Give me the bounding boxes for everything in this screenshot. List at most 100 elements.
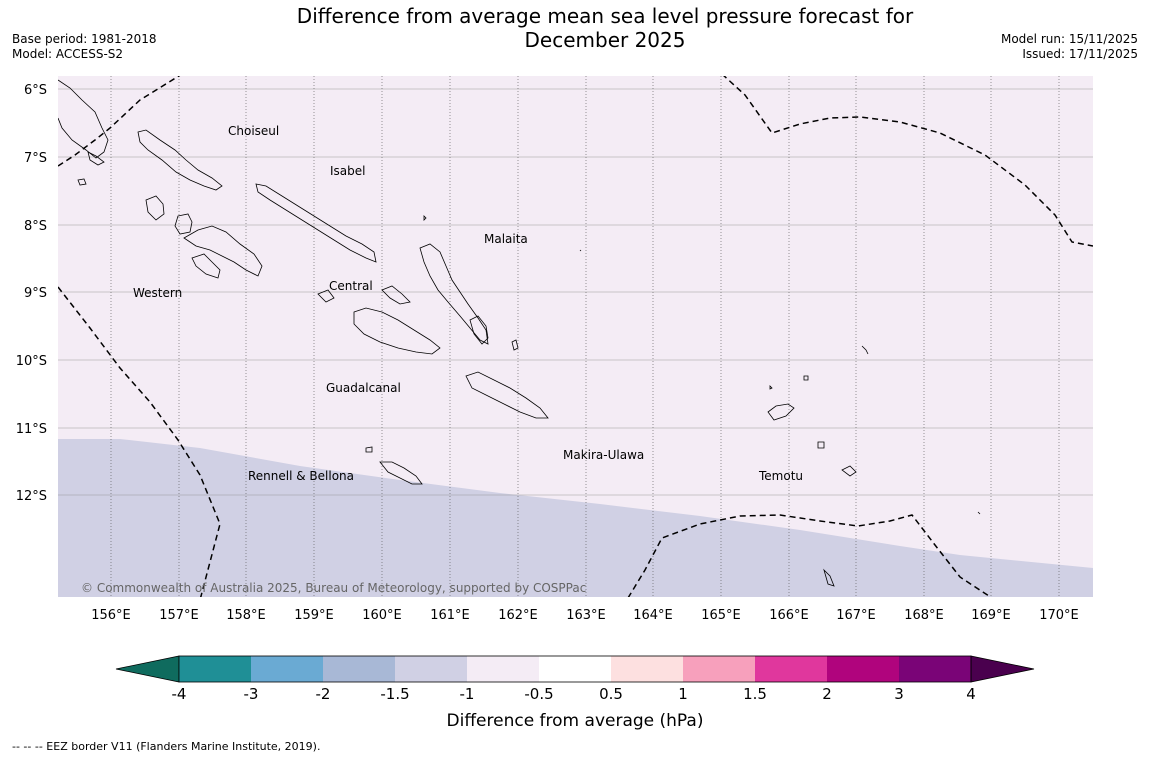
latitude-gridlines [58,88,1093,496]
meta-left: Base period: 1981-2018 Model: ACCESS-S2 [12,32,157,62]
coast-bellona [365,446,373,453]
coast-choiseul [137,129,223,191]
province-label: Guadalcanal [326,381,401,395]
province-label: Choiseul [228,124,279,138]
colorbar-segment [755,656,827,682]
colorbar-tick: 1 [678,685,688,703]
province-label: Isabel [330,164,365,178]
province-label: Temotu [758,469,803,483]
coast-bougainville-tip [87,151,105,166]
title-line-1: Difference from average mean sea level p… [296,4,914,28]
colorbar-segment [611,656,683,682]
colorbar-segment [899,656,971,682]
lat-label: 12°S [16,489,47,504]
coast-russell [317,289,335,303]
lat-label: 9°S [24,286,47,301]
coastlines [58,79,981,587]
coast-small-malaita [469,315,489,345]
coast-rennell [379,461,423,485]
province-label: Malaita [484,232,528,246]
colorbar-tick: 4 [966,685,976,703]
coast-guadalcanal [353,307,441,355]
coast-new-georgia [183,225,263,277]
lon-label: 164°E [633,608,673,623]
colorbar-extend-low [115,655,180,683]
province-label: Makira-Ulawa [563,448,644,462]
coast-reef-islands [803,375,809,381]
lon-label: 163°E [566,608,606,623]
colorbar-tick: -0.5 [524,685,553,703]
lon-label: 168°E [904,608,944,623]
colorbar-segment [251,656,323,682]
colorbar-tick: 0.5 [599,685,623,703]
coast-makira [465,371,549,419]
coast-kolombangara [174,213,193,235]
coast-vangunu [191,253,221,279]
model-run: Model run: 15/11/2025 [1000,32,1138,46]
issued-date: Issued: 17/11/2025 [1022,47,1138,61]
coast-islet-1 [423,215,427,221]
eez-borders [58,76,1093,597]
coast-ulawa [511,339,519,351]
colorbar-tick: -1.5 [380,685,409,703]
lon-label: 159°E [294,608,334,623]
meta-right: Model run: 15/11/2025 Issued: 17/11/2025 [1001,32,1138,62]
coast-islet-4 [769,385,773,390]
colorbar-tick: -2 [316,685,331,703]
lon-label: 169°E [971,608,1011,623]
lon-label: 165°E [701,608,741,623]
coast-bougainville [58,79,109,159]
coast-nendo [767,403,795,421]
coast-islet-3 [977,511,981,515]
base-period: Base period: 1981-2018 [12,32,157,46]
colorbar-segment [395,656,467,682]
colorbar-segment [827,656,899,682]
chart-title: Difference from average mean sea level p… [250,4,960,52]
lon-label: 170°E [1039,608,1079,623]
province-label: Western [133,286,182,300]
eez-footnote: -- -- -- EEZ border V11 (Flanders Marine… [12,740,321,753]
colorbar-label: Difference from average (hPa) [447,711,704,731]
colorbar-tick: -1 [460,685,475,703]
province-label: Central [329,279,373,293]
lon-label: 158°E [226,608,266,623]
coast-utupua [817,441,825,449]
longitude-labels: 156°E 157°E 158°E 159°E 160°E 161°E 162°… [91,608,1079,623]
colorbar-segment [467,656,539,682]
colorbar-tick: 2 [822,685,832,703]
copyright-notice: © Commonwealth of Australia 2025, Bureau… [81,581,586,595]
model-name: Model: ACCESS-S2 [12,47,124,61]
lon-label: 166°E [769,608,809,623]
colorbar-segment [179,656,251,682]
colorbar-tick: 1.5 [743,685,767,703]
colorbar: -4 -3 -2 -1.5 -1 -0.5 0.5 1 1.5 2 3 4 Di… [115,655,1035,731]
lon-label: 157°E [159,608,199,623]
province-label: Rennell & Bellona [248,469,354,483]
lon-label: 160°E [362,608,402,623]
title-line-2: December 2025 [524,28,686,52]
colorbar-tick: -3 [244,685,259,703]
coast-islet-2 [579,249,582,252]
colorbar-tick: 3 [894,685,904,703]
colorbar-frame [178,655,972,683]
coast-isabel [255,183,377,263]
lat-label: 10°S [16,354,47,369]
province-labels: Choiseul Isabel Malaita Western Central … [133,124,803,483]
coast-shortlands [77,178,87,186]
colorbar-segment [323,656,395,682]
lat-label: 7°S [24,151,47,166]
lat-label: 6°S [24,83,47,98]
eez-border-png [58,76,181,167]
lon-label: 162°E [498,608,538,623]
map-area: © Commonwealth of Australia 2025, Bureau… [58,76,1093,597]
anomaly-fill-south [58,439,1093,597]
lon-label: 167°E [836,608,876,623]
colorbar-tick: -4 [172,685,187,703]
coast-vanikoro [841,465,857,477]
eez-border-south [627,514,992,597]
colorbar-segment [539,656,611,682]
coast-vella-lavella [145,195,165,221]
latitude-labels: 6°S 7°S 8°S 9°S 10°S 11°S 12°S [16,83,47,504]
eez-border-west [58,286,221,597]
